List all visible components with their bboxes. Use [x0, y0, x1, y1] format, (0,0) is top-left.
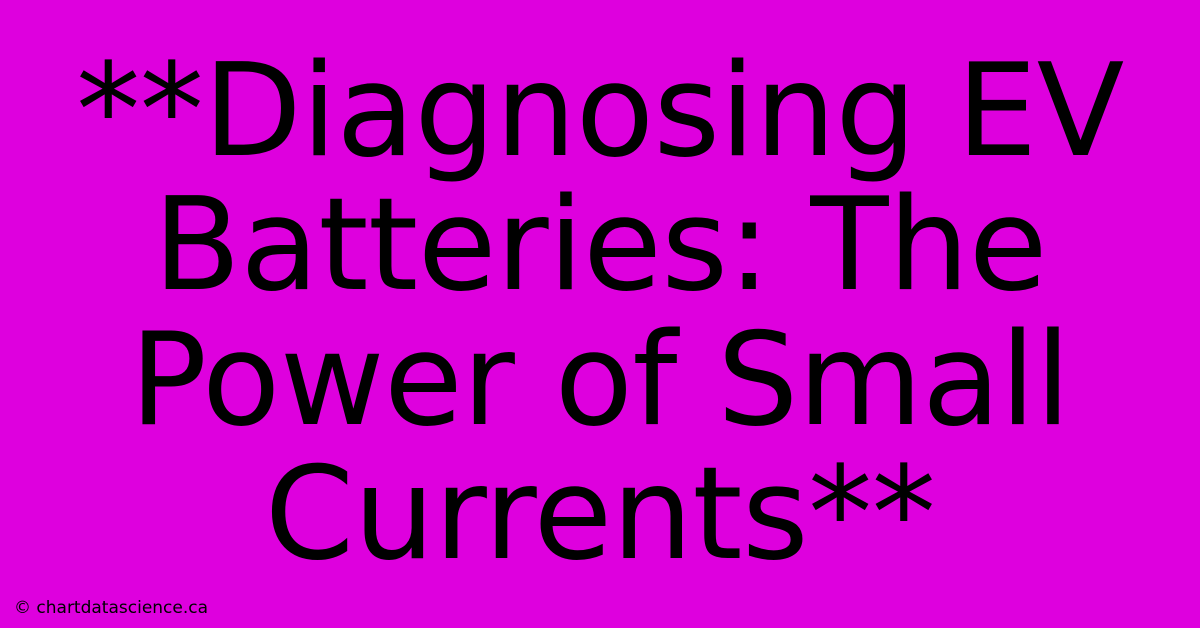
attribution-text: © chartdatascience.ca: [14, 598, 208, 618]
image-canvas: **Diagnosing EV Batteries: The Power of …: [0, 0, 1200, 628]
headline-text: **Diagnosing EV Batteries: The Power of …: [0, 45, 1200, 583]
